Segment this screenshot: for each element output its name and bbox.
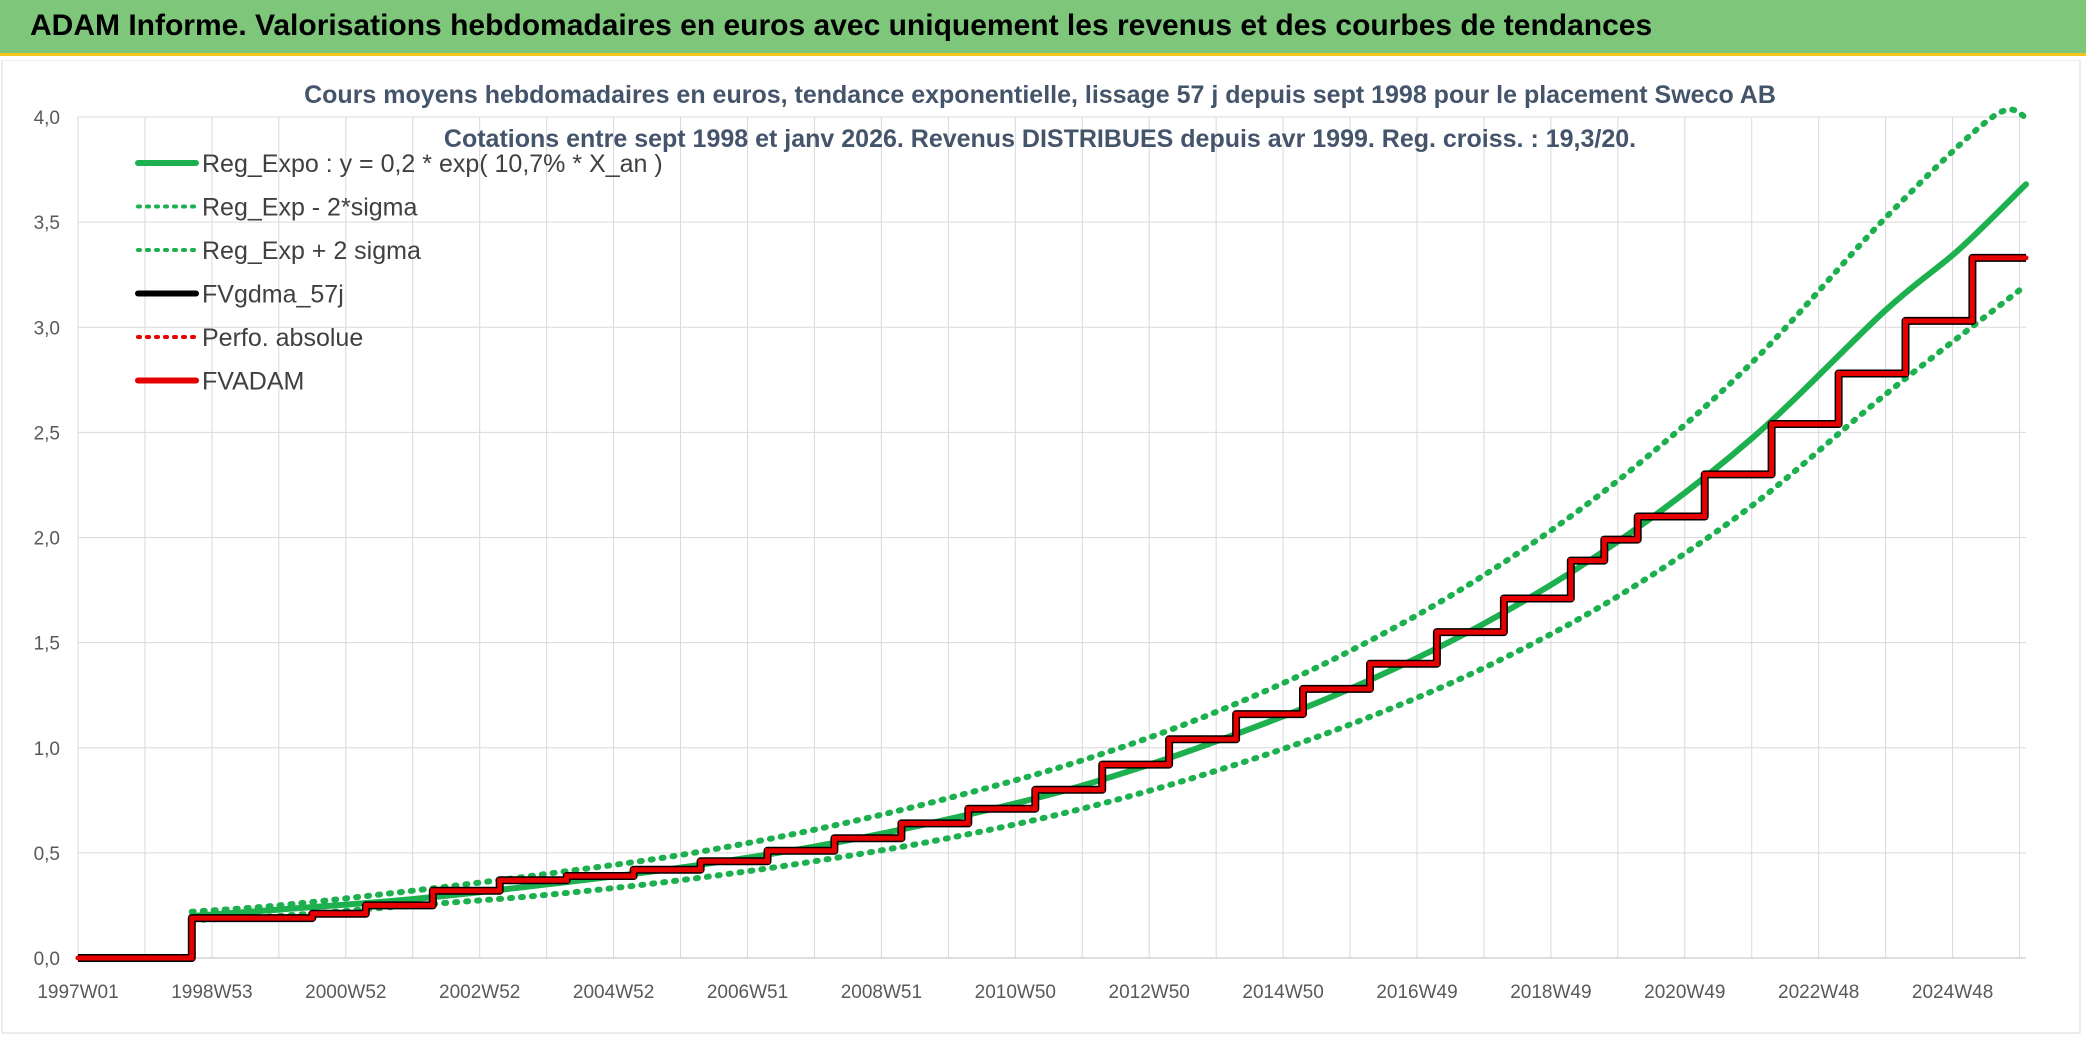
series-line-fvadam bbox=[75, 255, 2029, 961]
legend-label: FVADAM bbox=[202, 368, 304, 396]
y-tick-label: 2,0 bbox=[34, 529, 60, 550]
x-tick-label: 2010W50 bbox=[975, 982, 1056, 1003]
x-tick-label: 2006W51 bbox=[707, 982, 788, 1003]
x-tick-label: 2014W50 bbox=[1242, 982, 1323, 1003]
x-tick-label: 2004W52 bbox=[573, 982, 654, 1003]
x-tick-label: 2022W48 bbox=[1778, 982, 1859, 1003]
legend-label: Reg_Exp + 2 sigma bbox=[202, 237, 421, 265]
x-tick-label: 2002W52 bbox=[439, 982, 520, 1003]
report-banner: ADAM Informe. Valorisations hebdomadaire… bbox=[0, 0, 2086, 56]
legend-label: FVgdma_57j bbox=[202, 281, 344, 309]
legend-label: Reg_Expo : y = 0,2 * exp( 10,7% * X_an ) bbox=[202, 150, 663, 178]
x-tick-label: 2016W49 bbox=[1376, 982, 1457, 1003]
chart-title: Cours moyens hebdomadaires en euros, ten… bbox=[304, 81, 1776, 109]
x-tick-label: 2012W50 bbox=[1109, 982, 1190, 1003]
y-tick-label: 0,5 bbox=[34, 844, 60, 865]
x-tick-label: 1998W53 bbox=[171, 982, 252, 1003]
report-title: ADAM Informe. Valorisations hebdomadaire… bbox=[30, 9, 1653, 42]
y-tick-label: 4,0 bbox=[34, 108, 60, 129]
grid bbox=[77, 116, 2026, 959]
y-tick-label: 1,0 bbox=[34, 739, 60, 760]
legend: Reg_Expo : y = 0,2 * exp( 10,7% * X_an )… bbox=[135, 150, 663, 396]
y-tick-label: 3,0 bbox=[34, 318, 60, 339]
y-tick-label: 1,5 bbox=[34, 634, 60, 655]
y-tick-label: 3,5 bbox=[34, 213, 60, 234]
x-tick-label: 2024W48 bbox=[1912, 982, 1993, 1003]
x-tick-label: 2020W49 bbox=[1644, 982, 1725, 1003]
y-tick-label: 0,0 bbox=[34, 949, 60, 970]
x-tick-label: 2018W49 bbox=[1510, 982, 1591, 1003]
axis-ticks: 0,0 0,5 1,0 1,5 2,0 2,5 3,0 3,5 4,0 1997W01 1998W5… bbox=[34, 108, 1994, 1003]
x-tick-label: 2008W51 bbox=[841, 982, 922, 1003]
plot-series bbox=[75, 106, 2029, 962]
y-tick-label: 2,5 bbox=[34, 423, 60, 444]
x-tick-label: 2000W52 bbox=[305, 982, 386, 1003]
x-tick-label: 1997W01 bbox=[37, 982, 118, 1003]
legend-label: Reg_Exp - 2*sigma bbox=[202, 194, 417, 222]
series-line-reg-exp-2-sigma bbox=[188, 282, 2029, 924]
chart: 0,0 0,5 1,0 1,5 2,0 2,5 3,0 3,5 4,0 1997W01 1998W5… bbox=[1, 60, 2081, 1034]
legend-label: Perfo. absolue bbox=[202, 324, 363, 352]
chart-subtitle: Cotations entre sept 1998 et janv 2026. … bbox=[444, 125, 1636, 153]
